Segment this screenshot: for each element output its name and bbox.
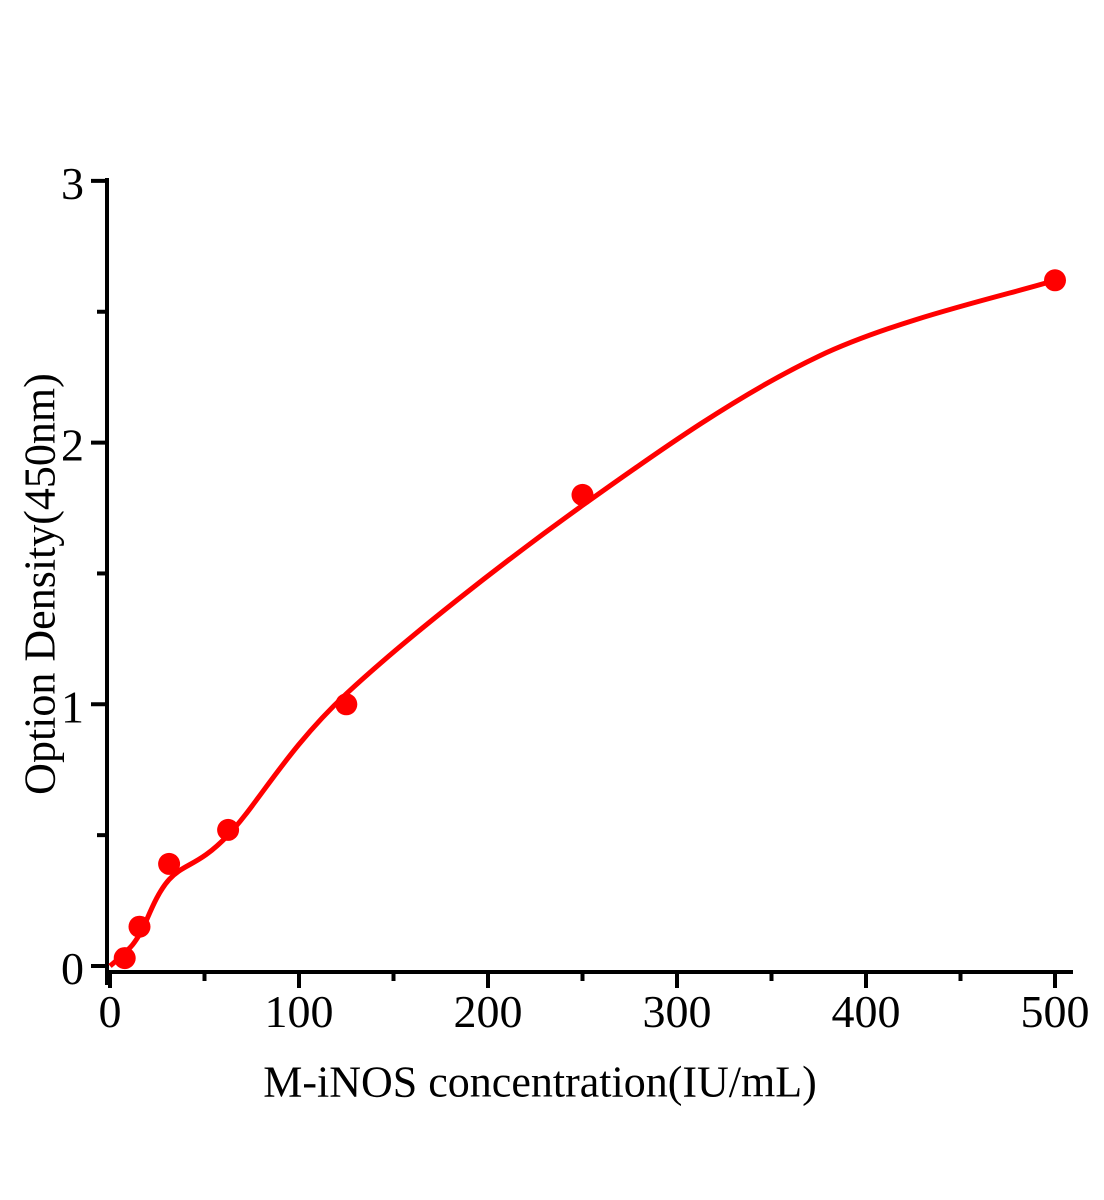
y-axis-title: Option Density(450nm)	[15, 373, 65, 795]
x-tick-label: 400	[832, 986, 901, 1037]
x-tick-label: 300	[643, 986, 712, 1037]
data-point	[1044, 269, 1066, 292]
y-tick-label: 3	[61, 158, 84, 209]
data-point	[113, 947, 136, 970]
y-tick-label: 0	[61, 943, 84, 994]
x-axis-title: M-iNOS concentration(IU/mL)	[263, 1057, 817, 1107]
x-tick-label: 0	[99, 986, 122, 1037]
x-tick-label: 100	[265, 986, 334, 1037]
data-point	[158, 852, 181, 875]
data-point	[128, 915, 151, 938]
data-point	[217, 818, 240, 841]
x-tick-label: 500	[1021, 986, 1090, 1037]
data-point	[571, 483, 594, 506]
y-tick-label: 1	[61, 681, 84, 732]
data-point	[335, 693, 358, 716]
x-tick-label: 200	[454, 986, 523, 1037]
fit-curve-path	[108, 277, 1056, 968]
y-tick-label: 2	[61, 420, 84, 471]
